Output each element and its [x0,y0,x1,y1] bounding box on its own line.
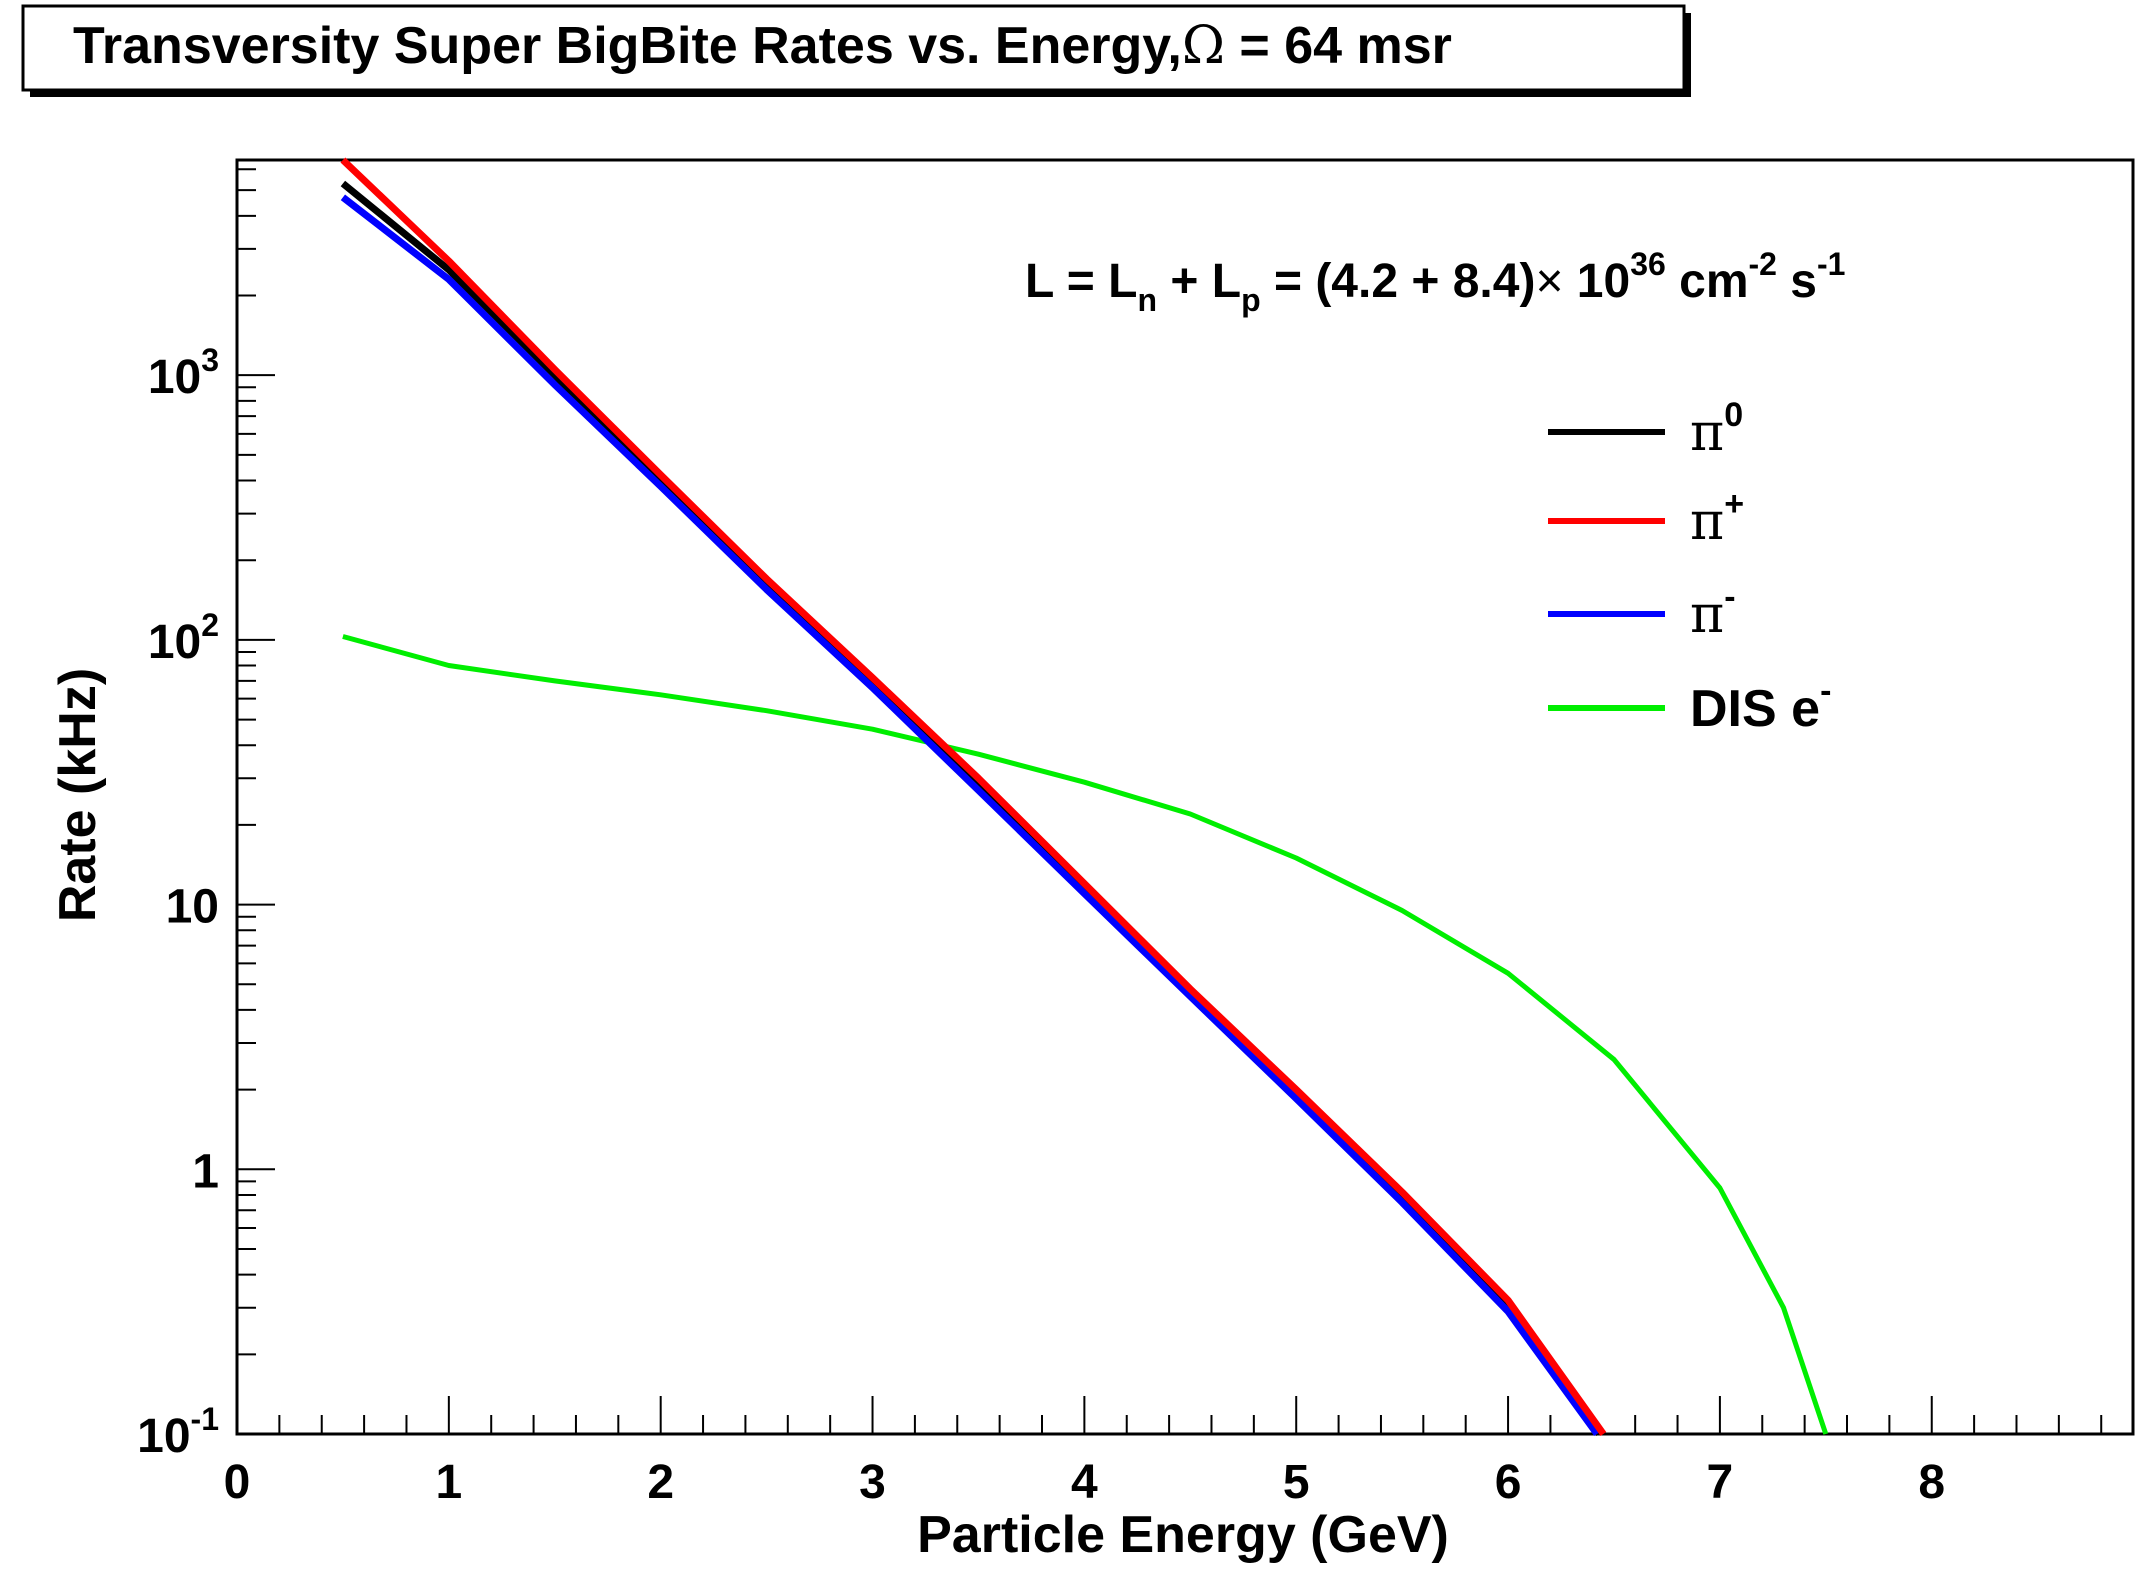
annotation-part: 36 [1630,246,1666,282]
x-tick-label: 7 [1707,1456,1734,1509]
legend-label-name: π [1690,492,1724,552]
y-tick-exponent: 2 [201,607,219,643]
x-tick-label: 4 [1071,1456,1098,1509]
y-tick-label: 1 [192,1145,219,1198]
legend-label: π+ [1690,485,1744,552]
annotation-part: -1 [1817,246,1845,282]
annotation-part: cm [1666,255,1749,308]
legend-label-sup: 0 [1724,396,1743,434]
x-tick-label: 1 [435,1456,462,1509]
y-tick-base: 1 [192,1145,219,1198]
title-box [21,4,1686,92]
x-tick-label: 0 [224,1456,251,1509]
annotation-part: -2 [1749,246,1777,282]
legend-label-sup: + [1724,485,1744,523]
annotation-part: L = L [1025,255,1137,308]
legend-label-name: DIS e [1690,680,1820,738]
y-tick-base: 10 [148,351,201,404]
legend-label-sup: - [1820,672,1831,710]
chart-title-symbol: Ω [1182,16,1225,76]
chart-title: Transversity Super BigBite Rates vs. Ene… [73,16,1452,76]
series-line [340,194,1600,1437]
axis-ticks [236,168,2103,1435]
chart-title-box: Transversity Super BigBite Rates vs. Ene… [21,4,1691,97]
y-tick-label: 10-1 [137,1401,219,1463]
legend-label: π0 [1690,396,1743,463]
y-tick-exponent: 3 [201,342,219,378]
annotation-part: s [1777,255,1817,308]
x-tick-label: 8 [1918,1456,1945,1509]
x-tick-label: 5 [1283,1456,1310,1509]
legend: π0π+π-DIS e- [1548,396,1831,738]
y-tick-label: 103 [148,342,219,404]
y-tick-base: 10 [166,881,219,934]
x-tick-label: 3 [859,1456,886,1509]
legend-label-name: π [1690,585,1724,645]
y-tick-label: 10 [166,881,219,934]
y-tick-exponent: -1 [191,1401,219,1437]
x-tick-labels: 0 1 2 3 4 5 6 7 8 [224,1456,1945,1509]
y-tick-base: 10 [137,1410,190,1463]
legend-label: DIS e- [1690,672,1831,738]
luminosity-annotation: L = Ln + Lp = (4.2 + 8.4)× 1036 cm-2 s-1 [1025,246,1845,318]
series-line [340,157,1607,1437]
annotation-part: p [1241,282,1261,318]
y-tick-label: 102 [148,607,219,669]
legend-label: π- [1690,578,1736,645]
chart-title-suffix: = 64 msr [1225,17,1452,75]
x-tick-label: 6 [1495,1456,1522,1509]
annotation-part: × [1535,255,1563,308]
y-axis-label: Rate (kHz) [49,668,107,922]
series-line [340,180,1603,1437]
series-line [342,634,1829,1435]
legend-label-name: π [1690,403,1724,463]
legend-label-sup: - [1724,578,1735,616]
x-tick-label: 2 [647,1456,674,1509]
annotation-part: = (4.2 + 8.4) [1261,255,1536,308]
annotation-part: n [1137,282,1157,318]
chart-title-main: Transversity Super BigBite Rates vs. Ene… [73,17,1182,75]
plot-frame [235,158,2135,1436]
x-axis-label: Particle Energy (GeV) [917,1506,1449,1564]
annotation-part: + L [1157,255,1241,308]
y-tick-base: 10 [148,616,201,669]
annotation-part: 10 [1563,255,1630,308]
series-lines [340,157,1829,1437]
